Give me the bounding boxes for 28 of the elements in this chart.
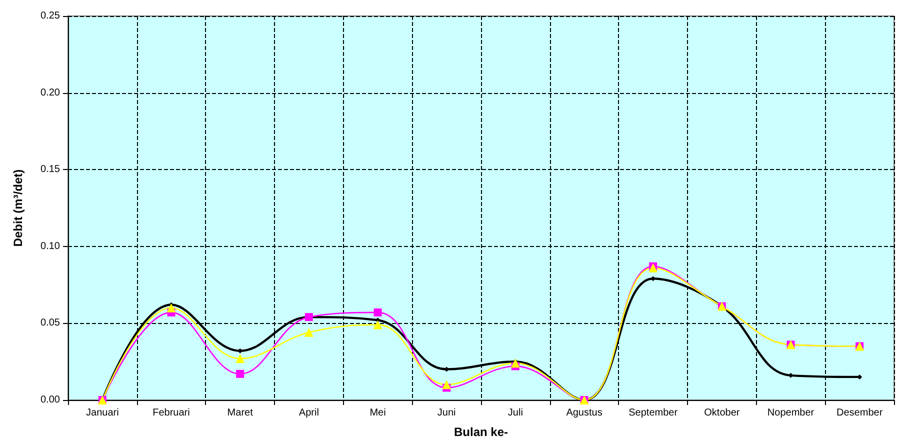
y-tick-label: 0.15 — [40, 164, 60, 176]
x-tick-label: Agustus — [566, 408, 602, 418]
x-tick-label: September — [628, 408, 678, 418]
x-tick-label: Juni — [437, 408, 456, 418]
x-tick-label: Desember — [836, 408, 884, 418]
x-tick-label: Januari — [86, 408, 119, 418]
y-tick-label: 0.00 — [40, 394, 60, 406]
y-axis-title: Debit (m³/det) — [11, 169, 25, 247]
point — [510, 358, 520, 368]
x-tick-label: Oktober — [704, 408, 740, 418]
y-tick-label: 0.25 — [40, 10, 60, 22]
x-tick-label: Mei — [370, 408, 386, 418]
x-tick-label: Juli — [508, 408, 523, 418]
point — [373, 320, 382, 330]
y-tick-label: 0.20 — [40, 87, 60, 98]
x-axis-title: Bulan ke- — [454, 425, 508, 439]
y-tick-label: 0.05 — [40, 318, 60, 329]
y-tick-label: 0.10 — [40, 240, 60, 252]
point — [374, 308, 382, 316]
x-tick-label: Nopember — [767, 408, 815, 418]
point — [236, 370, 244, 378]
x-tick-label: April — [298, 408, 319, 418]
point — [236, 354, 245, 364]
point — [442, 380, 452, 390]
point — [166, 303, 176, 312]
x-tick-label: Maret — [227, 408, 254, 418]
x-tick-label: Februari — [152, 408, 190, 418]
point — [304, 328, 314, 337]
